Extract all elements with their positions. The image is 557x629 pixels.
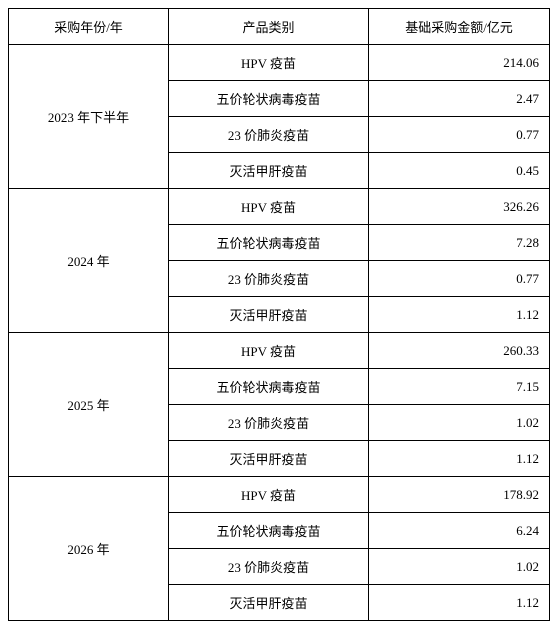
product-cell: 23 价肺炎疫苗 <box>169 549 369 585</box>
amount-cell: 1.12 <box>369 585 550 621</box>
amount-cell: 1.12 <box>369 297 550 333</box>
amount-cell: 7.15 <box>369 369 550 405</box>
amount-cell: 1.02 <box>369 549 550 585</box>
product-cell: 23 价肺炎疫苗 <box>169 405 369 441</box>
table-row: 2025 年 HPV 疫苗 260.33 <box>9 333 550 369</box>
product-cell: HPV 疫苗 <box>169 45 369 81</box>
product-cell: 五价轮状病毒疫苗 <box>169 369 369 405</box>
table-row: 2026 年 HPV 疫苗 178.92 <box>9 477 550 513</box>
amount-cell: 326.26 <box>369 189 550 225</box>
product-cell: 23 价肺炎疫苗 <box>169 117 369 153</box>
col-header-product: 产品类别 <box>169 9 369 45</box>
product-cell: 五价轮状病毒疫苗 <box>169 81 369 117</box>
product-cell: HPV 疫苗 <box>169 477 369 513</box>
amount-cell: 7.28 <box>369 225 550 261</box>
product-cell: 五价轮状病毒疫苗 <box>169 513 369 549</box>
amount-cell: 0.45 <box>369 153 550 189</box>
amount-cell: 0.77 <box>369 117 550 153</box>
table-row: 2024 年 HPV 疫苗 326.26 <box>9 189 550 225</box>
product-cell: HPV 疫苗 <box>169 333 369 369</box>
amount-cell: 2.47 <box>369 81 550 117</box>
col-header-amount: 基础采购金额/亿元 <box>369 9 550 45</box>
table-row: 2023 年下半年 HPV 疫苗 214.06 <box>9 45 550 81</box>
col-header-year: 采购年份/年 <box>9 9 169 45</box>
amount-cell: 6.24 <box>369 513 550 549</box>
year-cell: 2026 年 <box>9 477 169 621</box>
product-cell: HPV 疫苗 <box>169 189 369 225</box>
product-cell: 五价轮状病毒疫苗 <box>169 225 369 261</box>
product-cell: 灭活甲肝疫苗 <box>169 153 369 189</box>
table-body: 2023 年下半年 HPV 疫苗 214.06 五价轮状病毒疫苗 2.47 23… <box>9 45 550 621</box>
product-cell: 23 价肺炎疫苗 <box>169 261 369 297</box>
table-header-row: 采购年份/年 产品类别 基础采购金额/亿元 <box>9 9 550 45</box>
product-cell: 灭活甲肝疫苗 <box>169 441 369 477</box>
product-cell: 灭活甲肝疫苗 <box>169 297 369 333</box>
amount-cell: 1.02 <box>369 405 550 441</box>
procurement-table: 采购年份/年 产品类别 基础采购金额/亿元 2023 年下半年 HPV 疫苗 2… <box>8 8 550 621</box>
product-cell: 灭活甲肝疫苗 <box>169 585 369 621</box>
amount-cell: 178.92 <box>369 477 550 513</box>
year-cell: 2024 年 <box>9 189 169 333</box>
amount-cell: 260.33 <box>369 333 550 369</box>
amount-cell: 0.77 <box>369 261 550 297</box>
year-cell: 2023 年下半年 <box>9 45 169 189</box>
amount-cell: 1.12 <box>369 441 550 477</box>
year-cell: 2025 年 <box>9 333 169 477</box>
amount-cell: 214.06 <box>369 45 550 81</box>
